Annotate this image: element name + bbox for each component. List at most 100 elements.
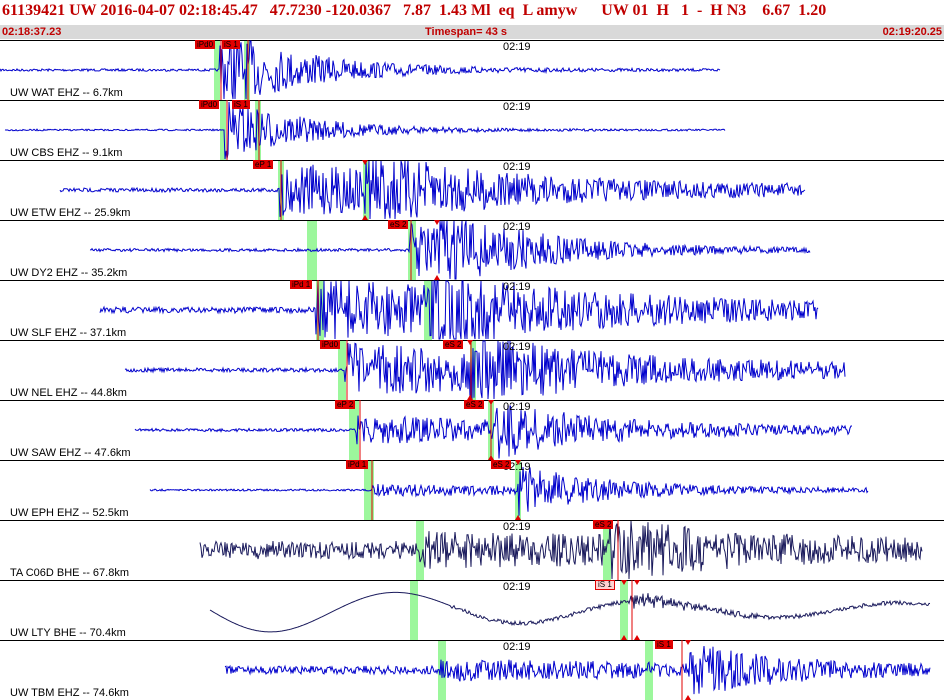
predicted-arrival-band bbox=[416, 521, 424, 580]
pick-triangle-bottom bbox=[434, 275, 440, 280]
trace-panel-wat[interactable]: 02:19 iPd0 iS 1 UW WAT EHZ -- 6.7km bbox=[0, 40, 944, 100]
pick-triangle-top bbox=[621, 580, 627, 585]
waveform bbox=[0, 460, 944, 520]
predicted-arrival-band bbox=[645, 641, 653, 700]
time-mark-label: 02:19 bbox=[503, 161, 531, 173]
time-mark-label: 02:19 bbox=[503, 341, 531, 353]
waveform bbox=[0, 520, 944, 580]
pick-flag[interactable]: iS 1 bbox=[655, 640, 673, 649]
timespan: Timespan= 43 s bbox=[425, 26, 508, 38]
pick-flag[interactable]: eS 2 bbox=[491, 460, 512, 469]
pick-triangle-top bbox=[434, 220, 440, 225]
end-time: 02:19:20.25 bbox=[882, 26, 942, 38]
station-label: UW SLF EHZ -- 37.1km bbox=[10, 327, 127, 339]
pick-triangle-top bbox=[362, 160, 368, 165]
station-label: TA C06D BHE -- 67.8km bbox=[10, 567, 129, 579]
waveform bbox=[0, 40, 944, 100]
station-label: UW TBM EHZ -- 74.6km bbox=[10, 687, 129, 699]
time-mark-label: 02:19 bbox=[503, 641, 531, 653]
trace-panel-dy2[interactable]: 02:19 eS 2 UW DY2 EHZ -- 35.2km bbox=[0, 220, 944, 280]
trace-panel-eph[interactable]: 02:19 iPd 1 eS 2 UW EPH EHZ -- 52.5km bbox=[0, 460, 944, 520]
pick-flag[interactable]: eS 2 bbox=[443, 340, 464, 349]
pick-flag[interactable]: eP 1 bbox=[253, 160, 274, 169]
predicted-arrival-band bbox=[410, 581, 418, 640]
predicted-arrival-band bbox=[349, 401, 359, 460]
station-label: UW NEL EHZ -- 44.8km bbox=[10, 387, 127, 399]
pick-flag[interactable]: eS 2 bbox=[593, 520, 614, 529]
pick-triangle-top bbox=[467, 340, 473, 345]
seismic-trace bbox=[199, 520, 923, 580]
predicted-arrival-band bbox=[408, 221, 416, 280]
predicted-arrival-band bbox=[603, 521, 611, 580]
waveform bbox=[0, 400, 944, 460]
seismic-trace bbox=[134, 404, 852, 459]
predicted-arrival-band bbox=[363, 161, 369, 220]
station-label: UW WAT EHZ -- 6.7km bbox=[10, 87, 123, 99]
pick-flag[interactable]: iS 1 bbox=[222, 40, 240, 49]
time-mark-label: 02:19 bbox=[503, 221, 531, 233]
time-mark-label: 02:19 bbox=[503, 521, 531, 533]
time-mark-label: 02:19 bbox=[503, 281, 531, 293]
pick-triangle-top bbox=[634, 580, 640, 585]
predicted-arrival-band bbox=[316, 281, 324, 340]
pick-flag[interactable]: iS 1 bbox=[595, 580, 615, 590]
trace-panel-etw[interactable]: 02:19 eP 1 UW ETW EHZ -- 25.9km bbox=[0, 160, 944, 220]
pick-triangle-bottom bbox=[634, 635, 640, 640]
time-mark-label: 02:19 bbox=[503, 41, 531, 53]
start-time: 02:18:37.23 bbox=[2, 26, 62, 38]
event-summary-line: 61139421 UW 2016-04-07 02:18:45.47 47.72… bbox=[2, 2, 827, 19]
pick-triangle-bottom bbox=[467, 395, 473, 400]
seismic-trace bbox=[0, 40, 721, 100]
pick-flag[interactable]: eS 2 bbox=[464, 400, 485, 409]
predicted-arrival-band bbox=[424, 281, 432, 340]
trace-panel-cbs[interactable]: 02:19 iPd0 iS 1 UW CBS EHZ -- 9.1km bbox=[0, 100, 944, 160]
time-mark-label: 02:19 bbox=[503, 101, 531, 113]
station-label: UW EPH EHZ -- 52.5km bbox=[10, 507, 129, 519]
predicted-arrival-band bbox=[255, 101, 261, 160]
pick-flag[interactable]: iPd0 bbox=[199, 100, 220, 109]
trace-panel-saw[interactable]: 02:19 eP 2 eS 2 UW SAW EHZ -- 47.6km bbox=[0, 400, 944, 460]
waveform bbox=[0, 280, 944, 340]
pick-triangle-bottom bbox=[621, 635, 627, 640]
seismic-trace bbox=[124, 340, 846, 400]
waveform bbox=[0, 640, 944, 700]
event-header: 61139421 UW 2016-04-07 02:18:45.47 47.72… bbox=[0, 0, 944, 40]
waveform bbox=[0, 160, 944, 220]
pick-triangle-top bbox=[488, 400, 494, 405]
pick-flag[interactable]: iPd0 bbox=[320, 340, 341, 349]
station-label: UW SAW EHZ -- 47.6km bbox=[10, 447, 131, 459]
station-label: UW ETW EHZ -- 25.9km bbox=[10, 207, 131, 219]
pick-triangle-bottom bbox=[362, 215, 368, 220]
time-bar: 02:18:37.23 Timespan= 43 s 02:19:20.25 bbox=[0, 25, 944, 39]
pick-flag[interactable]: iPd 1 bbox=[290, 280, 313, 289]
seismic-trace bbox=[89, 220, 811, 280]
time-mark-label: 02:19 bbox=[503, 581, 531, 593]
pick-triangle-bottom bbox=[515, 515, 521, 520]
waveform bbox=[0, 340, 944, 400]
pick-triangle-top bbox=[685, 640, 691, 645]
seismic-trace bbox=[149, 467, 869, 516]
pick-flag[interactable]: iPd0 bbox=[195, 40, 216, 49]
pick-flag[interactable]: iS 1 bbox=[232, 100, 250, 109]
predicted-arrival-band bbox=[620, 581, 628, 640]
pick-flag[interactable]: eS 2 bbox=[388, 220, 409, 229]
pick-flag[interactable]: iPd 1 bbox=[346, 460, 369, 469]
station-label: UW LTY BHE -- 70.4km bbox=[10, 627, 126, 639]
waveform bbox=[0, 100, 944, 160]
trace-panel-c06d[interactable]: 02:19 eS 2 TA C06D BHE -- 67.8km bbox=[0, 520, 944, 580]
seismic-trace bbox=[224, 645, 931, 695]
station-label: UW DY2 EHZ -- 35.2km bbox=[10, 267, 128, 279]
seismic-trace bbox=[4, 101, 726, 160]
trace-panel-nel[interactable]: 02:19 iPd0 eS 2 UW NEL EHZ -- 44.8km bbox=[0, 340, 944, 400]
station-label: UW CBS EHZ -- 9.1km bbox=[10, 147, 123, 159]
pick-flag[interactable]: eP 2 bbox=[335, 400, 356, 409]
waveform bbox=[0, 220, 944, 280]
seismic-trace bbox=[99, 280, 819, 340]
trace-panel-lty[interactable]: 02:19 iS 1 UW LTY BHE -- 70.4km bbox=[0, 580, 944, 640]
seismic-trace bbox=[59, 160, 806, 220]
pick-triangle-top bbox=[515, 460, 521, 465]
trace-panel-tbm[interactable]: 02:19 iS 1 UW TBM EHZ -- 74.6km bbox=[0, 640, 944, 700]
pick-triangle-bottom bbox=[488, 455, 494, 460]
time-mark-label: 02:19 bbox=[503, 401, 531, 413]
trace-panel-slf[interactable]: 02:19 iPd 1 UW SLF EHZ -- 37.1km bbox=[0, 280, 944, 340]
